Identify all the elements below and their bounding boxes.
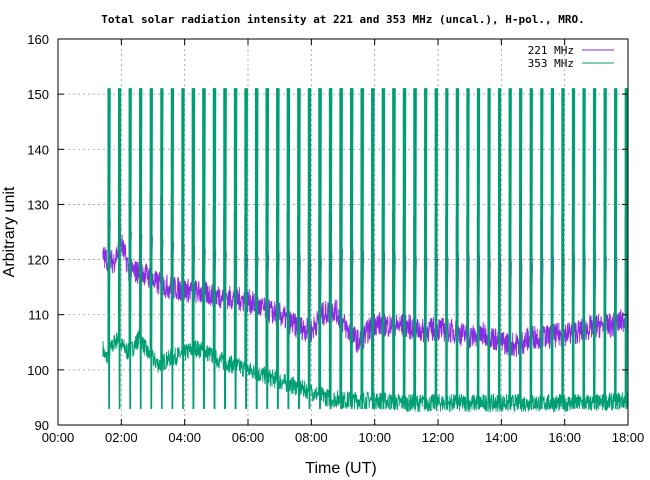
series-line [102,88,629,413]
x-tick-label: 12:00 [422,430,455,445]
x-axis-label: Time (UT) [305,460,376,477]
grid [58,39,628,425]
legend-label-353-mhz: 353 MHz [528,57,574,70]
y-tick-label: 90 [35,418,49,433]
x-tick-label: 18:00 [612,430,645,445]
y-tick-label: 120 [27,253,49,268]
x-tick-label: 06:00 [232,430,265,445]
x-tick-label: 14:00 [485,430,518,445]
legend: 221 MHz 353 MHz [528,44,614,70]
legend-label-221-mhz: 221 MHz [528,44,574,57]
y-tick-label: 110 [28,308,49,323]
y-tick-label: 150 [27,87,49,102]
series-353-mhz [102,88,629,413]
x-tick-label: 00:00 [42,430,75,445]
plot-frame [57,38,629,426]
x-tick-label: 16:00 [548,430,581,445]
y-axis: 90 100 110 120 130 140 150 160 [27,32,628,433]
x-tick-label: 10:00 [358,430,391,445]
x-tick-label: 04:00 [168,430,201,445]
x-axis: 00:00 02:00 04:00 06:00 08:00 10:00 12:00 14:00… [42,39,645,445]
y-tick-label: 100 [27,363,49,378]
y-tick-label: 130 [27,197,49,212]
x-tick-label: 08:00 [295,430,328,445]
y-tick-label: 160 [27,32,49,47]
chart-title: Total solar radiation intensity at 221 a… [101,13,584,26]
x-tick-label: 02:00 [105,430,138,445]
y-axis-label: Arbitrary unit [1,186,18,277]
y-tick-label: 140 [27,142,49,157]
